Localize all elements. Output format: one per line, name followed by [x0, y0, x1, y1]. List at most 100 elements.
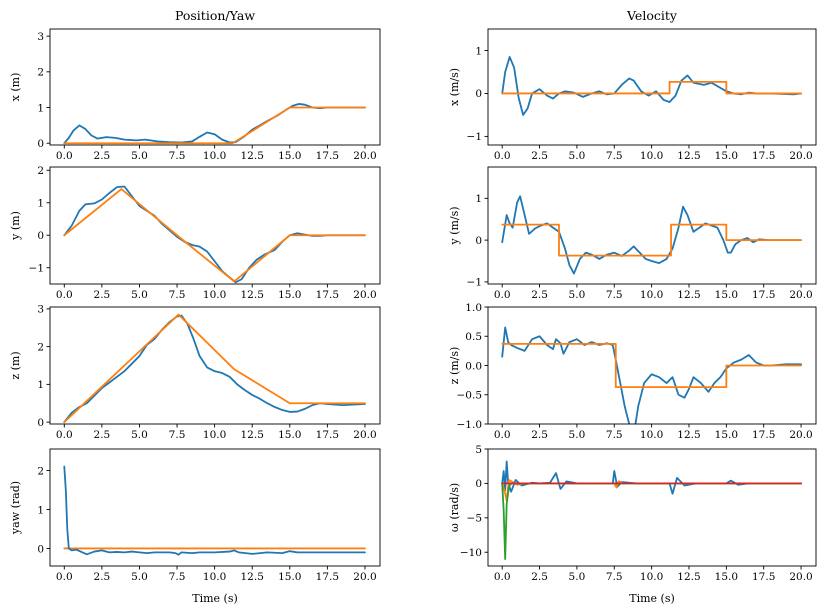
y-axis-label: z (m) [9, 351, 22, 379]
y-axis-label: yaw (rad) [9, 481, 22, 535]
x-tick-label: 0.0 [494, 289, 511, 301]
x-tick-label: 20.0 [353, 289, 376, 301]
x-tick-label: 15.0 [278, 150, 301, 162]
x-tick-label: 17.5 [752, 429, 775, 441]
y-tick-label: 1 [37, 379, 44, 391]
series-line-actual [63, 314, 366, 424]
x-tick-label: 12.5 [241, 289, 264, 301]
y-tick-label: 0 [475, 88, 482, 100]
column-title-position-yaw: Position/Yaw [175, 8, 255, 23]
y-tick-label: 1 [37, 504, 44, 516]
y-tick-label: 2 [37, 341, 44, 353]
x-tick-label: 10.0 [203, 289, 226, 301]
x-tick-label: 0.0 [56, 429, 73, 441]
x-tick-label: 15.0 [715, 429, 738, 441]
x-tick-label: 17.5 [316, 289, 339, 301]
y-tick-label: −0.5 [457, 390, 483, 402]
y-tick-label: 1.0 [465, 302, 482, 314]
x-tick-label: 12.5 [677, 289, 700, 301]
subplot-yaw: 0.0 2.5 5.0 7.5 10.0 12.5 15.0 17.5 20.0 0 1 2 yaw (… [9, 448, 381, 605]
x-tick-label: 10.0 [203, 571, 226, 583]
x-tick-label: 5.0 [569, 289, 586, 301]
subplot-x-pos: 0.0 2.5 5.0 7.5 10.0 12.5 15.0 17.5 20.0 0 1 2 3 x (m… [9, 28, 381, 162]
x-tick-label: 12.5 [241, 150, 264, 162]
series-line-reference [501, 80, 802, 95]
x-tick-label: 12.5 [677, 150, 700, 162]
y-axis-label: ω (rad/s) [448, 483, 461, 532]
y-tick-label: −5 [467, 513, 482, 525]
x-tick-label: 17.5 [752, 289, 775, 301]
x-tick-label: 7.5 [169, 429, 186, 441]
x-tick-label: 10.0 [640, 571, 663, 583]
subplot-omega: 0.0 2.5 5.0 7.5 10.0 12.5 15.0 17.5 20.0 −10 −5 0 5 ω… [448, 444, 817, 605]
y-tick-label: 0 [37, 230, 44, 242]
y-tick-label: 2 [37, 465, 44, 477]
y-axis-label: y (m) [9, 211, 22, 241]
x-tick-label: 5.0 [569, 571, 586, 583]
y-axis-label: x (m) [9, 73, 22, 102]
y-tick-label: −1 [467, 277, 482, 289]
y-tick-label: 0 [37, 417, 44, 429]
y-tick-label: −1 [467, 131, 482, 143]
x-tick-label: 15.0 [278, 429, 301, 441]
x-tick-label: 20.0 [353, 571, 376, 583]
x-tick-label: 2.5 [531, 289, 548, 301]
series-group [501, 460, 802, 561]
x-tick-label: 0.0 [56, 571, 73, 583]
series-group [501, 56, 802, 116]
y-tick-label: 1 [37, 198, 44, 210]
subplot-z-vel: 0.0 2.5 5.0 7.5 10.0 12.5 15.0 17.5 20.0 −1.0 −0.5… [448, 302, 817, 441]
y-tick-label: 2 [37, 165, 44, 177]
x-tick-label: 17.5 [316, 150, 339, 162]
y-tick-label: 5 [475, 444, 482, 456]
x-tick-label: 17.5 [752, 571, 775, 583]
subplot-x-vel: 0.0 2.5 5.0 7.5 10.0 12.5 15.0 17.5 20.0 −1 0 1 x (m… [448, 28, 817, 162]
plot-frame [487, 28, 817, 146]
x-tick-label: 5.0 [131, 429, 148, 441]
subplot-z-pos: 0.0 2.5 5.0 7.5 10.0 12.5 15.0 17.5 20.0 0 1 2 3 z (m… [9, 304, 381, 441]
series-group [501, 326, 802, 424]
x-tick-label: 5.0 [569, 150, 586, 162]
x-tick-label: 20.0 [789, 289, 812, 301]
x-tick-label: 10.0 [203, 429, 226, 441]
x-tick-label: 2.5 [531, 429, 548, 441]
x-tick-label: 20.0 [789, 429, 812, 441]
x-tick-label: 12.5 [677, 429, 700, 441]
x-tick-label: 17.5 [316, 429, 339, 441]
column-title-velocity: Velocity [626, 8, 678, 23]
y-tick-label: −10 [460, 547, 482, 559]
y-tick-label: 2 [37, 67, 44, 79]
x-tick-label: 20.0 [353, 150, 376, 162]
y-axis-label: y (m/s) [448, 206, 461, 245]
y-tick-label: 3 [37, 31, 44, 43]
y-tick-label: 0 [37, 138, 44, 150]
y-tick-label: −1 [29, 263, 44, 275]
x-tick-label: 0.0 [494, 150, 511, 162]
y-axis-label: x (m/s) [448, 68, 461, 106]
y-tick-label: −1.0 [457, 419, 483, 431]
x-tick-label: 0.0 [494, 429, 511, 441]
x-axis-label: Time (s) [629, 592, 675, 605]
y-tick-label: 1 [475, 45, 482, 57]
x-tick-label: 7.5 [606, 429, 623, 441]
series-line-actual [501, 56, 802, 116]
series-line-omega-z [501, 482, 802, 561]
x-tick-label: 7.5 [169, 571, 186, 583]
x-tick-label: 7.5 [606, 571, 623, 583]
x-tick-label: 5.0 [569, 429, 586, 441]
x-tick-label: 2.5 [94, 429, 111, 441]
y-tick-label: 0 [37, 543, 44, 555]
plot-frame [487, 448, 817, 567]
x-tick-label: 0.0 [494, 571, 511, 583]
x-tick-label: 5.0 [131, 571, 148, 583]
x-tick-label: 2.5 [531, 571, 548, 583]
y-tick-label: 0.5 [465, 331, 482, 343]
x-tick-label: 7.5 [169, 150, 186, 162]
y-tick-label: 1 [37, 102, 44, 114]
y-tick-label: 0 [475, 478, 482, 490]
x-tick-label: 7.5 [169, 289, 186, 301]
y-tick-label: 0.0 [465, 360, 482, 372]
x-axis-label: Time (s) [192, 592, 238, 605]
series-group [63, 465, 366, 556]
x-tick-label: 20.0 [353, 429, 376, 441]
